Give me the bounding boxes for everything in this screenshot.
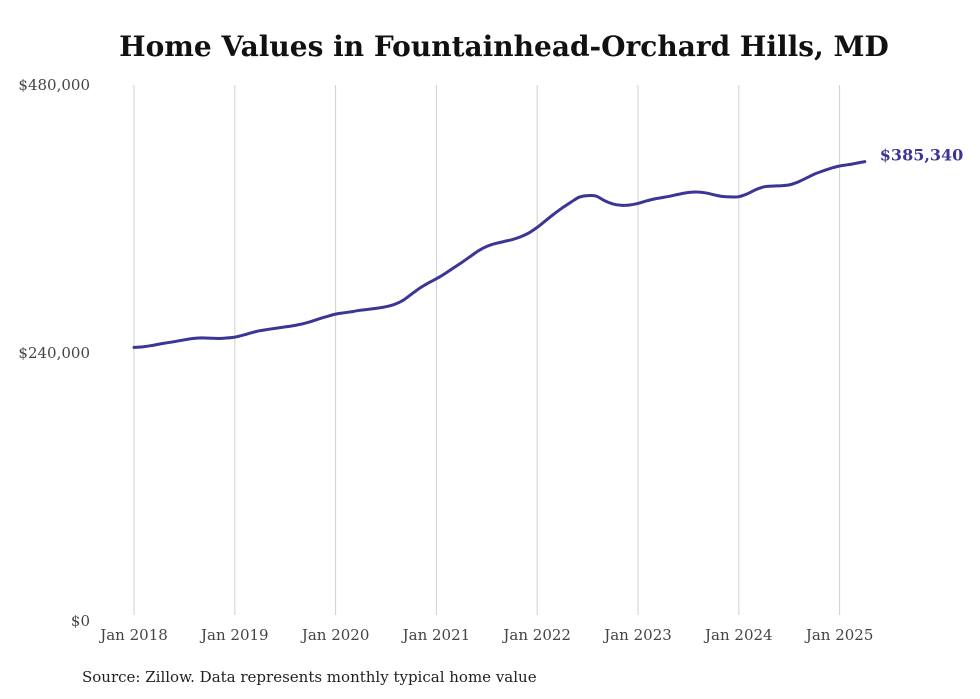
gridlines <box>133 85 841 615</box>
home-value-line <box>132 160 867 349</box>
x-tick-label: Jan 2023 <box>602 626 672 644</box>
line-chart: $0$240,000$480,000 Jan 2018 Jan 2019 Jan 2… <box>18 76 964 644</box>
y-tick-label: $480,000 <box>18 76 90 94</box>
x-tick-label: Jan 2020 <box>300 626 370 644</box>
chart-title: Home Values in Fountainhead-Orchard Hill… <box>119 30 889 63</box>
x-tick-label: Jan 2022 <box>501 626 571 644</box>
x-tick-label: Jan 2018 <box>98 626 168 644</box>
x-axis-ticks: Jan 2018 Jan 2019 Jan 2020 Jan 2021 Jan 2022… <box>98 626 873 644</box>
x-tick-label: Jan 2025 <box>804 626 874 644</box>
y-tick-label: $240,000 <box>18 344 90 362</box>
x-tick-label: Jan 2019 <box>199 626 269 644</box>
source-note: Source: Zillow. Data represents monthly … <box>82 668 537 686</box>
y-axis-ticks: $0 $240,000 $480,000 <box>18 76 90 630</box>
y-tick-label: $0 <box>71 612 90 630</box>
x-tick-label: Jan 2024 <box>703 626 773 644</box>
x-tick-label: Jan 2021 <box>401 626 471 644</box>
latest-value-label: $385,340 <box>880 146 964 165</box>
